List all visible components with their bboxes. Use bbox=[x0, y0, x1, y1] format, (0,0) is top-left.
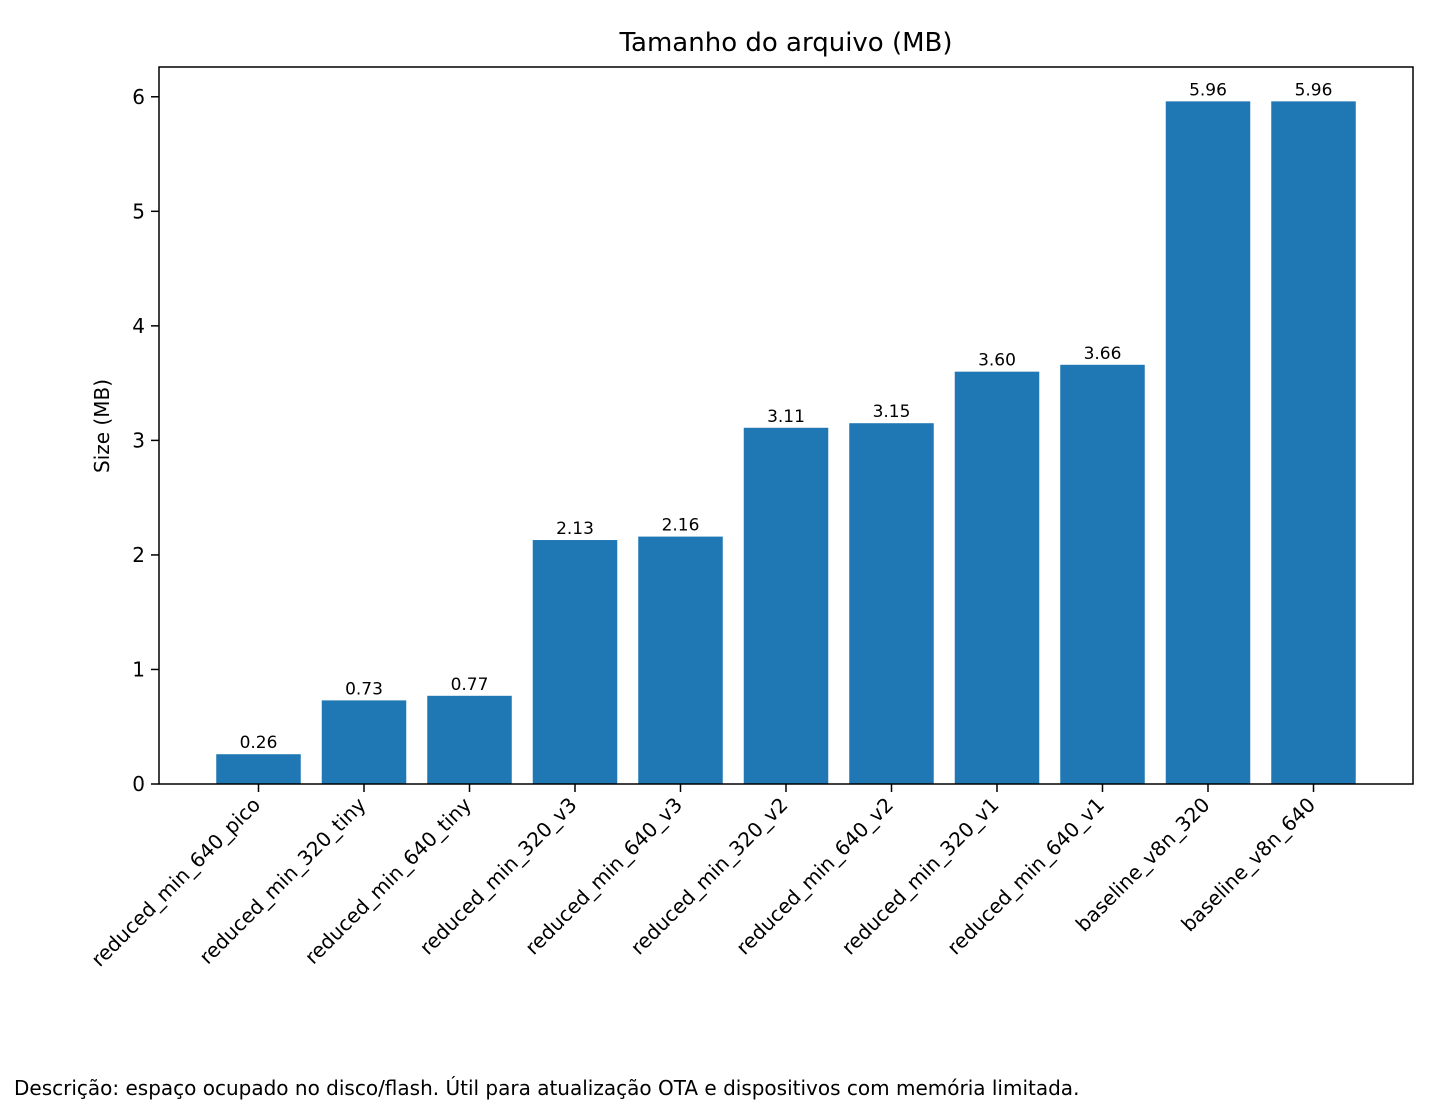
bar-value-label: 3.66 bbox=[1084, 344, 1122, 364]
y-tick-label: 6 bbox=[132, 85, 145, 109]
y-axis-label: Size (MB) bbox=[90, 379, 114, 473]
bar-value-label: 3.15 bbox=[873, 402, 911, 422]
bars-group: 0.26 0.73 0.77 2.13 2.16 3.11 3.15 3.60 3.66 5.96… bbox=[216, 80, 1356, 784]
chart-caption: Descrição: espaço ocupado no disco/flash… bbox=[14, 1076, 1080, 1100]
bar bbox=[849, 423, 934, 784]
bar-value-label: 3.11 bbox=[767, 407, 805, 427]
bar-value-label: 2.13 bbox=[556, 519, 594, 539]
bar bbox=[954, 371, 1040, 784]
bar bbox=[427, 695, 512, 784]
bar-value-label: 3.60 bbox=[978, 351, 1016, 371]
y-tick-label: 1 bbox=[132, 657, 145, 681]
y-tick-label: 5 bbox=[132, 199, 145, 223]
bar bbox=[743, 427, 829, 784]
bar bbox=[1271, 101, 1356, 784]
x-axis: reduced_min_640_picoreduced_min_320_tiny… bbox=[86, 784, 1320, 971]
bar-value-label: 2.16 bbox=[662, 516, 700, 536]
chart-title: Tamanho do arquivo (MB) bbox=[618, 28, 952, 58]
bar-value-label: 5.96 bbox=[1295, 80, 1333, 100]
bar bbox=[638, 536, 723, 784]
y-axis: 0 1 2 3 4 5 6 bbox=[132, 85, 159, 796]
bar-chart: Tamanho do arquivo (MB) Size (MB) 0.260.… bbox=[86, 28, 1414, 971]
bar bbox=[1165, 101, 1251, 784]
bar-value-label: 0.26 bbox=[240, 733, 278, 753]
bar bbox=[216, 754, 301, 784]
x-tick-label: reduced_min_640_pico bbox=[86, 793, 265, 972]
bar bbox=[532, 540, 618, 784]
y-tick-label: 3 bbox=[132, 428, 145, 452]
bar bbox=[321, 700, 407, 784]
bar bbox=[1060, 364, 1145, 784]
plot-frame bbox=[158, 66, 1414, 785]
y-tick-label: 2 bbox=[132, 543, 145, 567]
bar-value-label: 0.73 bbox=[345, 679, 383, 699]
y-tick-label: 0 bbox=[132, 772, 145, 796]
bar-value-label: 0.77 bbox=[451, 675, 489, 695]
y-tick-label: 4 bbox=[132, 314, 145, 338]
bar-value-label: 5.96 bbox=[1189, 80, 1227, 100]
